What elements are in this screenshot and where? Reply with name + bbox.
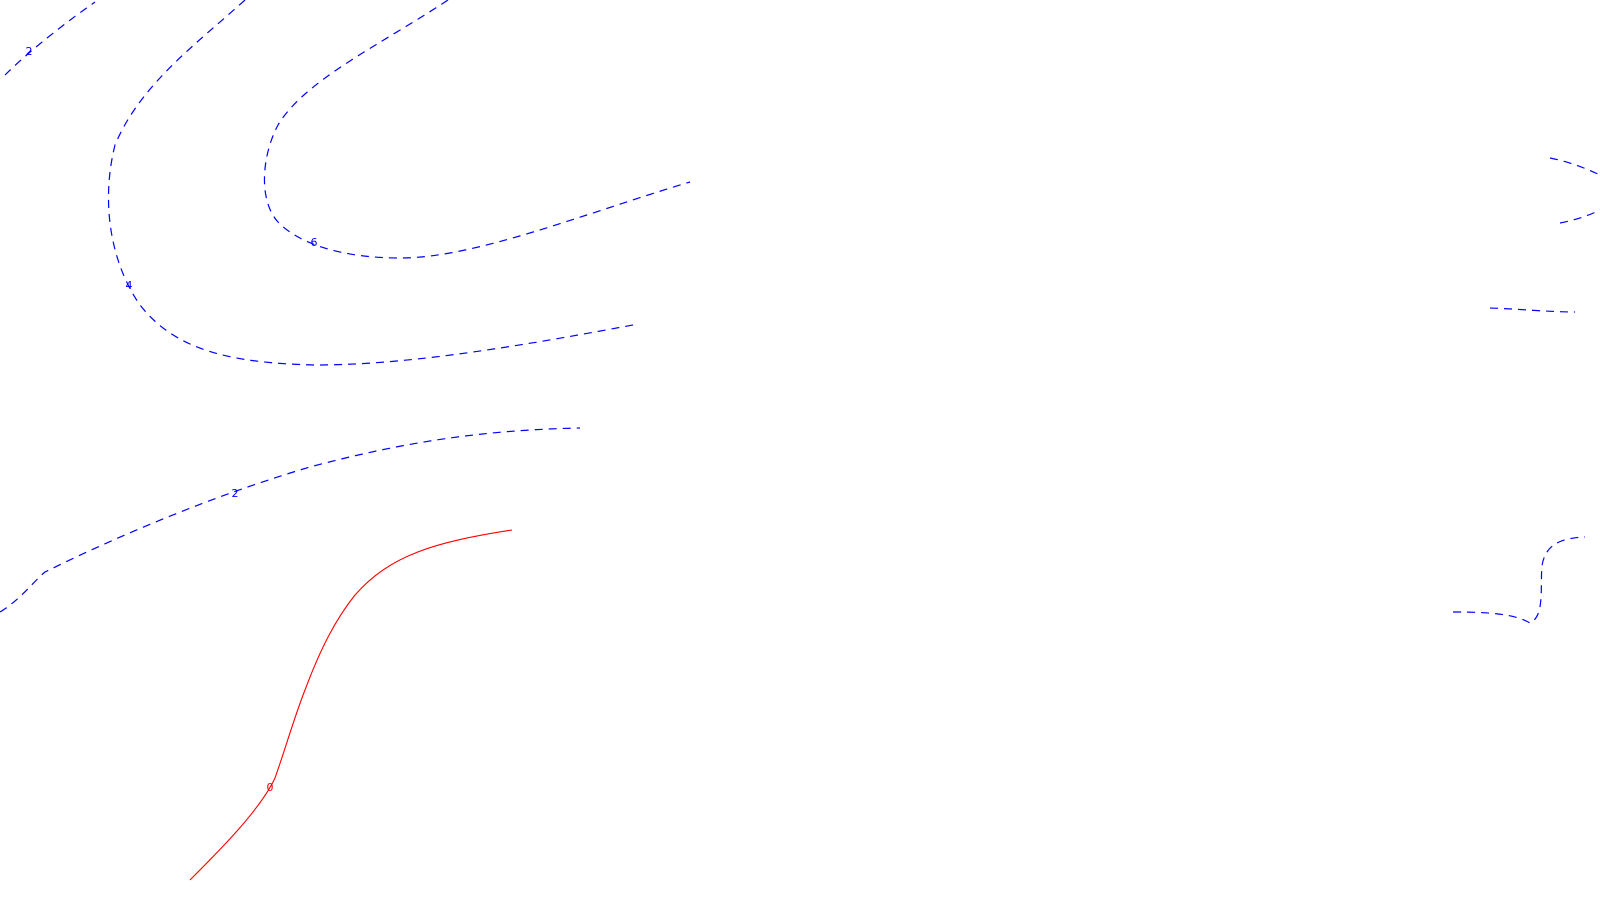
contour-line-0 [189, 529, 513, 881]
contour-line-6 [263, 0, 691, 259]
contour-line-right-fragment-lower [1452, 536, 1586, 624]
contour-label-4: 4 [126, 279, 133, 292]
contour-label-0: 0 [267, 781, 274, 794]
contour-label-2-middle: 2 [232, 487, 239, 500]
contour-line-2-top-left [4, 1, 96, 76]
contour-line-right-fragment-upper [1549, 157, 1600, 224]
contour-label-2-top-left: 2 [26, 45, 33, 58]
contour-line-4 [107, 0, 639, 366]
contour-line-2-middle [0, 427, 581, 613]
contour-label-6: 6 [311, 236, 318, 249]
contour-line-right-fragment-middle [1489, 307, 1576, 313]
